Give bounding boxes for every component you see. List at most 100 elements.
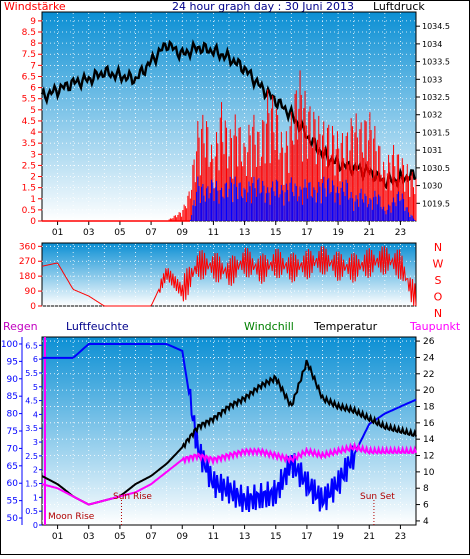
legend-luftfeuchte: Luftfeuchte (66, 320, 129, 333)
temp-tick-label: 26 (423, 337, 435, 347)
right-tick-label: 1031.5 (422, 128, 450, 137)
temp-tick-label: 10 (423, 468, 435, 478)
x-tick-label: 23 (395, 532, 406, 542)
left-tick-label: 4 (30, 128, 36, 138)
regen-tick-label: 60 (7, 479, 19, 489)
x-tick-label: 03 (83, 532, 94, 542)
left-tick-label: 5.5 (22, 95, 36, 105)
taupunkt-line (41, 441, 417, 506)
humidity-tick-label: 0.5 (25, 507, 38, 516)
right-tick-label: 1032.5 (422, 93, 450, 102)
left-tick-label: 1.5 (22, 184, 36, 194)
right-tick-label: 1030.5 (422, 164, 450, 173)
x-tick-label: 13 (239, 228, 250, 238)
regen-tick-label: 90 (7, 375, 19, 385)
left-tick-label: 1 (30, 195, 36, 205)
temp-tick-label: 4 (423, 517, 429, 527)
annotation-sun-rise: Sun Rise (113, 492, 152, 502)
temp-tick-label: 16 (423, 419, 435, 429)
pressure-line (40, 39, 416, 190)
luftfeuchte-line (42, 343, 417, 512)
x-tick-label: 05 (114, 228, 125, 238)
series-layer (40, 39, 417, 512)
humidity-tick-label: 2.5 (25, 452, 38, 461)
right-tick-label: 1019.5 (422, 199, 450, 208)
annotation-sun-set: Sun Set (360, 492, 395, 502)
legend-taupunkt: Taupunkt (409, 320, 461, 333)
humidity-tick-label: 3 (33, 438, 38, 447)
left-tick-label: 2.5 (22, 161, 36, 171)
left-tick-label: 5 (30, 106, 36, 116)
x-tick-label: 19 (332, 228, 344, 238)
x-tick-label: 17 (301, 532, 312, 542)
regen-tick-label: 55 (7, 497, 18, 507)
dir-tick-label: 90 (25, 287, 37, 297)
x-tick-label: 15 (270, 532, 281, 542)
temp-tick-label: 22 (423, 370, 434, 380)
dir-tick-label: 180 (19, 272, 36, 282)
temp-tick-label: 12 (423, 452, 434, 462)
temp-tick-label: 20 (423, 386, 435, 396)
regen-tick-label: 100 (1, 340, 18, 350)
left-tick-label: 6.5 (22, 72, 36, 82)
left-tick-label: 9 (30, 17, 36, 27)
humidity-tick-label: 5 (33, 383, 38, 392)
dir-tick-label: 360 (19, 242, 36, 252)
regen-tick-label: 75 (7, 427, 18, 437)
right-tick-label: 1030 (422, 182, 442, 191)
x-tick-label: 17 (301, 228, 312, 238)
left-tick-label: 4.5 (22, 117, 36, 127)
humidity-tick-label: 6.5 (25, 341, 38, 350)
temp-tick-label: 6 (423, 501, 429, 511)
dir-tick-label: 0 (30, 302, 36, 312)
humidity-tick-label: 4 (33, 410, 38, 419)
compass-label: N (434, 307, 442, 320)
regen-tick-label: 95 (7, 357, 18, 367)
left-tick-label: 3.5 (22, 139, 36, 149)
x-tick-label: 15 (270, 228, 281, 238)
x-tick-label: 23 (395, 228, 406, 238)
x-tick-label: 01 (52, 228, 63, 238)
humidity-tick-label: 0 (33, 521, 38, 530)
x-tick-label: 09 (177, 228, 189, 238)
left-tick-label: 2 (30, 173, 36, 183)
left-tick-label: 8 (30, 39, 36, 49)
regen-tick-label: 50 (7, 514, 19, 524)
x-tick-label: 01 (52, 532, 63, 542)
temp-tick-label: 24 (423, 353, 435, 363)
legend-temperatur: Temperatur (313, 320, 378, 333)
humidity-tick-label: 5.5 (25, 369, 38, 378)
left-tick-label: 0.5 (22, 206, 36, 216)
x-tick-label: 11 (208, 532, 219, 542)
right-axis-label: Luftdruck (373, 0, 425, 13)
regen-tick-label: 85 (7, 392, 18, 402)
x-tick-label: 07 (145, 532, 156, 542)
regen-tick-label: 70 (7, 444, 19, 454)
right-tick-label: 1034.5 (422, 22, 450, 31)
compass-label: N (434, 241, 442, 254)
annotation-moon-rise: Moon Rise (48, 512, 95, 522)
chart-title: 24 hour graph day : 30 Juni 2013 (172, 0, 354, 13)
compass-label: S (435, 274, 442, 287)
regen-tick-label: 65 (7, 462, 18, 472)
legend-regen: Regen (3, 320, 38, 333)
humidity-tick-label: 3.5 (25, 424, 38, 433)
x-tick-label: 19 (332, 532, 344, 542)
left-tick-label: 0 (30, 217, 36, 227)
x-tick-label: 03 (83, 228, 94, 238)
humidity-tick-label: 4.5 (25, 397, 38, 406)
right-tick-label: 1033 (422, 75, 442, 84)
x-tick-label: 09 (177, 532, 189, 542)
right-tick-label: 1034 (422, 40, 442, 49)
compass-label: O (434, 291, 443, 304)
left-tick-label: 3 (30, 150, 36, 160)
humidity-tick-label: 2 (33, 466, 38, 475)
humidity-tick-label: 1.5 (25, 480, 38, 489)
x-tick-label: 11 (208, 228, 219, 238)
x-tick-label: 07 (145, 228, 156, 238)
right-tick-label: 1032 (422, 111, 442, 120)
left-axis-label: Windstärke (4, 0, 66, 13)
left-tick-label: 8.5 (22, 28, 36, 38)
